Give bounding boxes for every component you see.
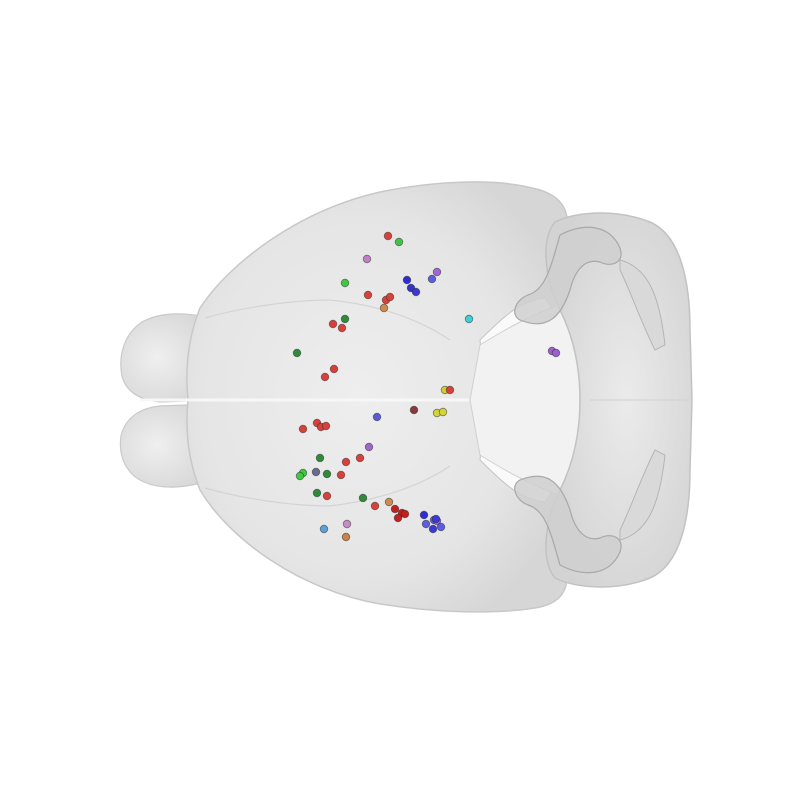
cell-marker (364, 442, 374, 452)
cell-marker (370, 501, 380, 511)
cell-marker (295, 471, 305, 481)
cell-marker (292, 348, 302, 358)
cell-marker (379, 303, 389, 313)
cell-marker (464, 314, 474, 324)
cell-marker (411, 287, 421, 297)
cell-marker (362, 254, 372, 264)
cell-marker (340, 278, 350, 288)
cell-marker (312, 488, 322, 498)
cell-marker (337, 323, 347, 333)
cell-marker (355, 453, 365, 463)
cell-marker (336, 470, 346, 480)
cell-marker (400, 509, 410, 519)
cell-marker (409, 405, 419, 415)
cell-marker (402, 275, 412, 285)
cell-marker (393, 513, 403, 523)
cell-marker (319, 524, 329, 534)
cell-marker (431, 514, 441, 524)
cell-marker (428, 524, 438, 534)
cell-marker (421, 519, 431, 529)
cerebellum (514, 212, 693, 588)
cell-marker (390, 504, 400, 514)
cell-marker (432, 267, 442, 277)
cell-marker (385, 292, 395, 302)
cell-marker (384, 497, 394, 507)
cell-marker (322, 469, 332, 479)
cell-marker (419, 510, 429, 520)
cell-marker (298, 424, 308, 434)
cell-marker (341, 457, 351, 467)
cell-marker (328, 319, 338, 329)
cell-marker (321, 421, 331, 431)
cell-marker (329, 364, 339, 374)
cell-marker (320, 372, 330, 382)
cell-marker (436, 522, 446, 532)
cell-marker (551, 348, 561, 358)
cell-marker (445, 385, 455, 395)
cell-marker (340, 314, 350, 324)
cell-marker (394, 237, 404, 247)
cell-marker (363, 290, 373, 300)
cell-marker (311, 467, 321, 477)
cell-marker (383, 231, 393, 241)
cell-marker (427, 274, 437, 284)
cell-marker (372, 412, 382, 422)
cell-marker (341, 532, 351, 542)
cerebral-cortex (186, 181, 568, 613)
cell-marker (315, 453, 325, 463)
cell-marker (438, 407, 448, 417)
cell-marker (342, 519, 352, 529)
cell-marker (322, 491, 332, 501)
cell-marker (358, 493, 368, 503)
cell-markers (292, 231, 561, 542)
